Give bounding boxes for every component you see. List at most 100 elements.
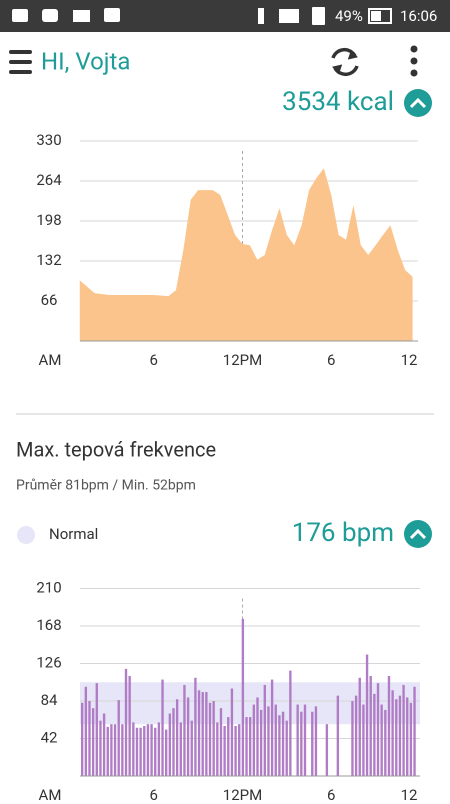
y-tick-label: 84 — [41, 691, 58, 709]
bar — [175, 699, 179, 776]
bar — [362, 704, 365, 776]
bar — [157, 722, 161, 776]
menu-button[interactable] — [9, 50, 32, 74]
bar — [146, 724, 150, 776]
bar — [135, 727, 139, 776]
bar — [384, 709, 387, 776]
bar — [121, 724, 124, 776]
bar — [263, 684, 266, 776]
x-tick-label: 6 — [327, 351, 335, 369]
greeting: HI, Vojta — [41, 47, 130, 75]
bar — [351, 701, 354, 776]
bar — [190, 720, 193, 776]
bar — [274, 704, 277, 776]
x-tick-label: 6 — [150, 786, 158, 800]
y-tick-label: 42 — [41, 728, 58, 746]
more-button[interactable] — [410, 45, 418, 77]
bar — [212, 701, 215, 776]
bar — [81, 702, 84, 776]
bar — [270, 679, 274, 776]
battery-level: 49% — [335, 7, 363, 25]
bar — [124, 668, 128, 776]
bar — [216, 722, 219, 776]
collapse-calories[interactable] — [404, 89, 432, 117]
bar — [161, 679, 164, 776]
x-tick-label: 12 — [401, 351, 418, 369]
bar — [219, 708, 223, 776]
bar — [285, 720, 288, 776]
bar — [201, 692, 204, 776]
bar — [139, 727, 142, 776]
legend-swatch — [17, 526, 35, 544]
bar — [106, 726, 109, 776]
bar — [406, 697, 409, 776]
y-tick-label: 210 — [36, 578, 61, 596]
bar — [365, 654, 369, 776]
bar — [88, 701, 91, 776]
sync-button[interactable] — [331, 47, 359, 77]
bar — [172, 708, 175, 776]
y-tick-label: 66 — [41, 291, 58, 309]
bar — [252, 704, 256, 776]
y-tick-label: 132 — [36, 251, 61, 269]
bar — [256, 697, 259, 776]
bar — [278, 715, 281, 776]
bar — [197, 690, 201, 776]
bar — [296, 704, 299, 776]
legend-label: Normal — [49, 525, 98, 543]
bar — [95, 683, 98, 776]
bar — [223, 726, 226, 776]
bar — [373, 693, 376, 776]
bar — [413, 686, 416, 776]
clock: 16:06 — [400, 7, 437, 25]
collapse-heart[interactable] — [404, 520, 432, 548]
bar — [227, 717, 230, 776]
bar — [259, 709, 263, 776]
x-tick-label: AM — [39, 351, 62, 369]
bar — [84, 686, 88, 776]
calorie-area — [79, 168, 413, 341]
section-title: Max. tepová frekvence — [16, 437, 216, 461]
bar — [91, 708, 95, 776]
y-tick-label: 264 — [36, 171, 62, 189]
bar — [205, 692, 208, 776]
bar — [245, 717, 248, 776]
bar — [117, 700, 120, 776]
bar — [281, 711, 285, 776]
bar — [150, 724, 153, 776]
bar — [234, 726, 237, 776]
y-tick-label: 330 — [36, 131, 61, 149]
bar — [102, 713, 106, 776]
bar — [380, 704, 383, 776]
bar — [300, 711, 303, 776]
bar — [194, 677, 197, 776]
bar — [113, 724, 117, 776]
bar — [241, 618, 245, 776]
bar — [358, 677, 361, 776]
bar — [376, 683, 380, 776]
bar — [168, 713, 172, 776]
bar — [128, 676, 131, 776]
bar — [208, 702, 212, 776]
x-tick-label: 12PM — [223, 351, 262, 369]
bar — [183, 684, 186, 776]
calories-chart: 66 132 198 264 330 AM 6 12PM 6 12 — [36, 131, 418, 369]
y-tick-label: 168 — [36, 616, 61, 634]
y-tick-label: 126 — [36, 653, 61, 671]
section-summary: Průměr 81bpm / Min. 52bpm — [16, 478, 196, 494]
bar — [267, 706, 270, 776]
bar — [336, 695, 340, 776]
bar — [289, 670, 292, 776]
bar — [110, 724, 113, 776]
bar — [354, 695, 358, 776]
x-tick-label: 12 — [401, 786, 418, 800]
bar — [369, 676, 372, 776]
bar — [395, 699, 398, 776]
bar — [311, 711, 314, 776]
bar — [179, 722, 182, 776]
bar — [402, 684, 405, 776]
calories-total: 3534 kcal — [282, 87, 394, 117]
bar — [99, 720, 102, 776]
